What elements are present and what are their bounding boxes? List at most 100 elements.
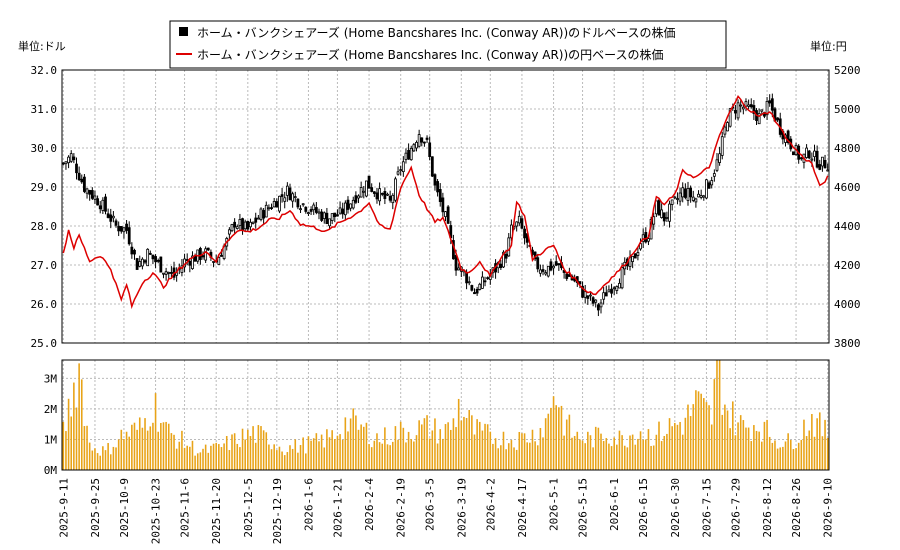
volume-bar [360,424,362,470]
candle-body [288,187,292,201]
candle-body [169,272,173,274]
volume-bar [444,424,447,470]
volume-bar [563,435,565,470]
x-tick-label: 2026-5-15 [577,478,590,538]
candle-body [354,195,358,203]
volume-bar [355,415,357,470]
candle-body [365,180,368,197]
volume-bar [687,404,689,470]
candle-body [162,272,165,275]
candle-body [807,150,811,159]
volume-bar [167,423,170,470]
candle-body [349,203,353,209]
candle-body [554,261,558,266]
volume-bar [718,360,721,470]
candle-body [212,261,215,263]
volume-bar [795,448,797,470]
candle-body [699,195,703,198]
volume-bar [339,434,341,470]
candle-body [604,292,608,297]
volume-bar [471,415,473,470]
candle-body [346,199,350,210]
x-axis: 2025-9-11 2025-9-25 2025-10-9 2025-10-23 202… [57,478,834,545]
candle-body [712,173,716,177]
candle-body [293,196,297,199]
volume-bar [555,405,557,470]
candle-body [130,246,134,255]
x-tick-label: 2025-9-11 [57,478,70,538]
volume-bar [365,422,368,470]
volume-bar [109,454,112,470]
candle-body [620,267,624,289]
volume-bar [568,414,571,470]
candle-body [370,187,374,192]
volume-bar [610,446,613,470]
volume-bar [616,444,618,470]
candle-body [312,204,316,211]
volume-bar [629,435,631,470]
candle-body [546,265,550,277]
candle-body [599,302,603,308]
candle-body [707,182,711,189]
candle-body [799,157,803,160]
price-candles [61,93,830,317]
candle-body [67,156,70,164]
volume-bar [334,439,336,470]
volume-bar [816,418,818,470]
candle-body [72,156,76,161]
candle-body [478,283,482,290]
legend-label-usd: ホーム・バンクシェアーズ (Home Bancshares Inc. (Conw… [197,25,676,40]
volume-bar [700,393,702,470]
volume-bar [734,435,737,470]
volume-bar [626,447,629,470]
candle-body [705,179,708,199]
volume-bar [492,443,494,470]
candle-body [454,255,458,271]
volume-bar [391,441,394,470]
volume-bar [558,407,560,470]
volume-bar [705,402,708,470]
volume-bar [565,419,568,470]
candle-body [502,251,505,268]
candle-body [409,148,413,161]
volume-bar [189,446,191,470]
candle-body [380,193,384,195]
y-left-axis: 25.0 26.0 27.0 28.0 29.0 30.0 31.0 32.0 [31,64,58,350]
volume-bar [494,438,497,470]
candle-body [517,215,521,224]
volume-bar [99,455,102,470]
volume-bar [695,390,697,470]
volume-bar [138,417,141,470]
candle-body [296,198,300,208]
candle-body [770,98,774,111]
volume-bar [755,430,758,470]
candle-body [710,180,714,186]
volume-bar [442,438,444,470]
x-tick-label: 2026-6-1 [608,478,621,531]
volume-bar [521,433,523,470]
candle-body [438,189,442,202]
volume-bar [515,449,518,470]
volume-bar [468,409,471,470]
volume-bar [552,396,555,470]
volume-bar [154,393,157,470]
volume-bar [808,430,811,470]
candle-body [275,201,279,208]
volume-bar [65,431,67,470]
candle-body [644,232,648,243]
volume-bar [721,414,724,470]
volume-bar [394,426,397,470]
candle-body [351,199,355,209]
volume-bar [302,437,304,470]
volume-bar [165,421,167,470]
candle-body [109,214,113,222]
candle-body [220,254,223,257]
x-tick-label: 2026-3-5 [424,478,437,531]
candle-body [581,285,584,298]
y-left-tick-label: 30.0 [31,142,58,155]
volume-bar [674,422,676,470]
candle-body [586,295,590,299]
volume-bar [323,447,326,470]
candle-body [465,271,468,284]
volume-bar [86,425,88,470]
